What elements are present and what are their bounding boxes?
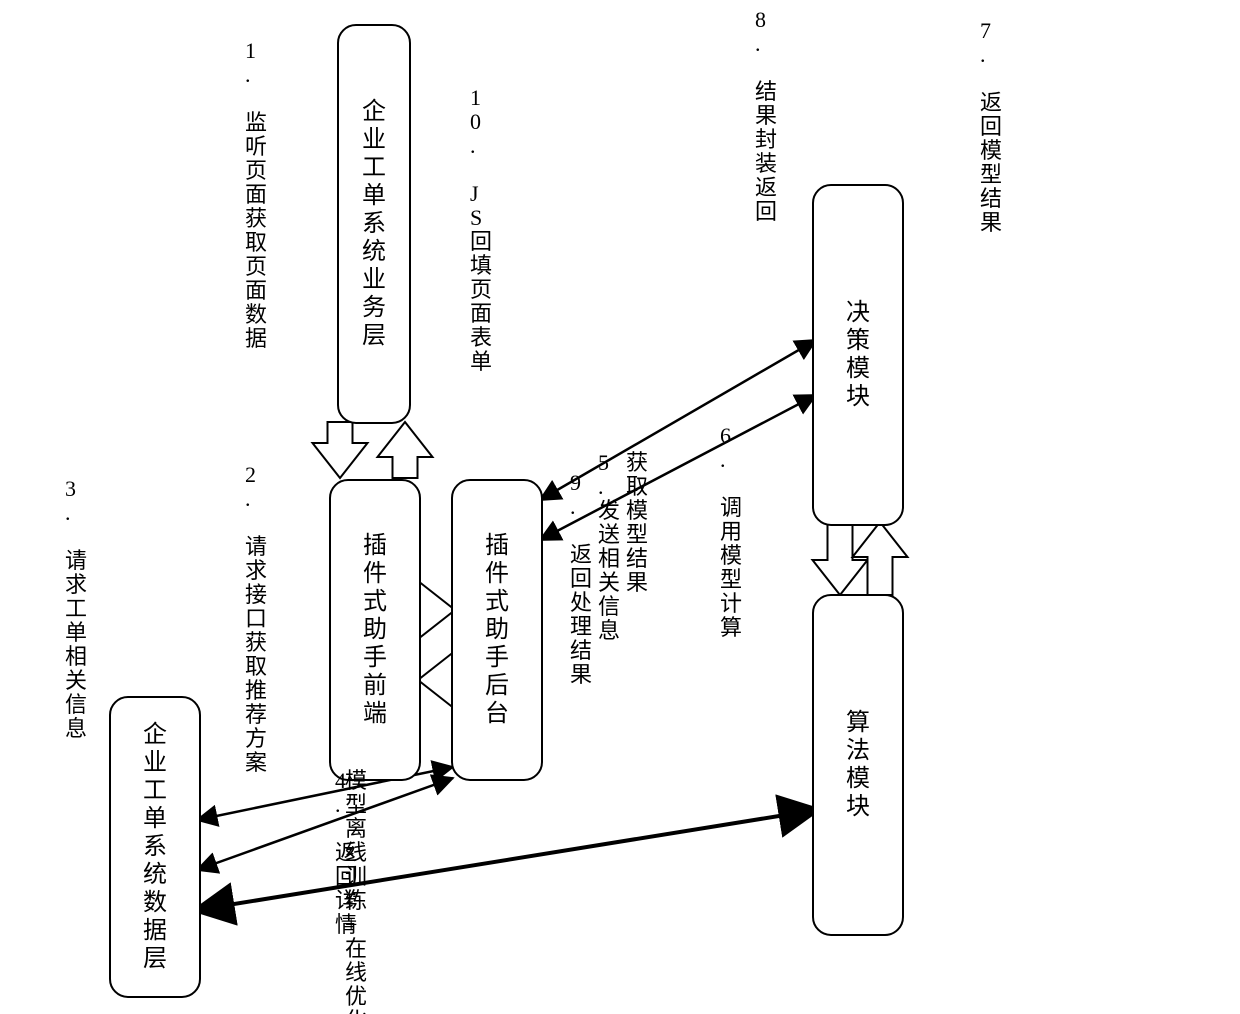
node-decision_module [813,185,903,525]
edge-label-e6: 6. 调用模型计算 [720,423,742,640]
node-algorithm_module [813,595,903,935]
node-label-plugin_frontend: 插件式助手前端 [363,532,387,727]
edge-e10 [378,422,433,478]
edge-label-e1: 1. 监听页面获取页面数据 [245,38,267,351]
edge-e2 [418,583,455,638]
edge-e4 [197,778,453,870]
node-label-business_layer: 企业工单系统业务层 [362,98,386,349]
edge-e8 [540,340,816,500]
edge-e6 [813,522,868,595]
edge-label-e8: 8. 结果封装返回 [755,7,777,224]
edge-label-e9: 9. 返回处理结果 [570,470,592,687]
edge-e5 [540,395,816,540]
node-label-plugin_backend: 插件式助手后台 [485,532,509,727]
edge-label-e5: 5.发送相关信息获取模型结果 [598,450,648,643]
edge-e7 [853,522,908,595]
edge-label-e3: 3. 请求工单相关信息 [65,476,87,741]
edge-label-e_train: 模型离线训练+在线优化 [345,768,367,1014]
edge-e1 [313,422,368,478]
edge-e9 [418,653,455,708]
edge-label-e2: 2. 请求接口获取推荐方案 [245,462,267,775]
edge-label-e10: 10. JS回填页面表单 [470,85,492,374]
edge-e_train [197,810,816,910]
node-label-data_layer: 企业工单系统数据层 [143,721,167,972]
edge-label-e7: 7. 返回模型结果 [980,18,1002,235]
